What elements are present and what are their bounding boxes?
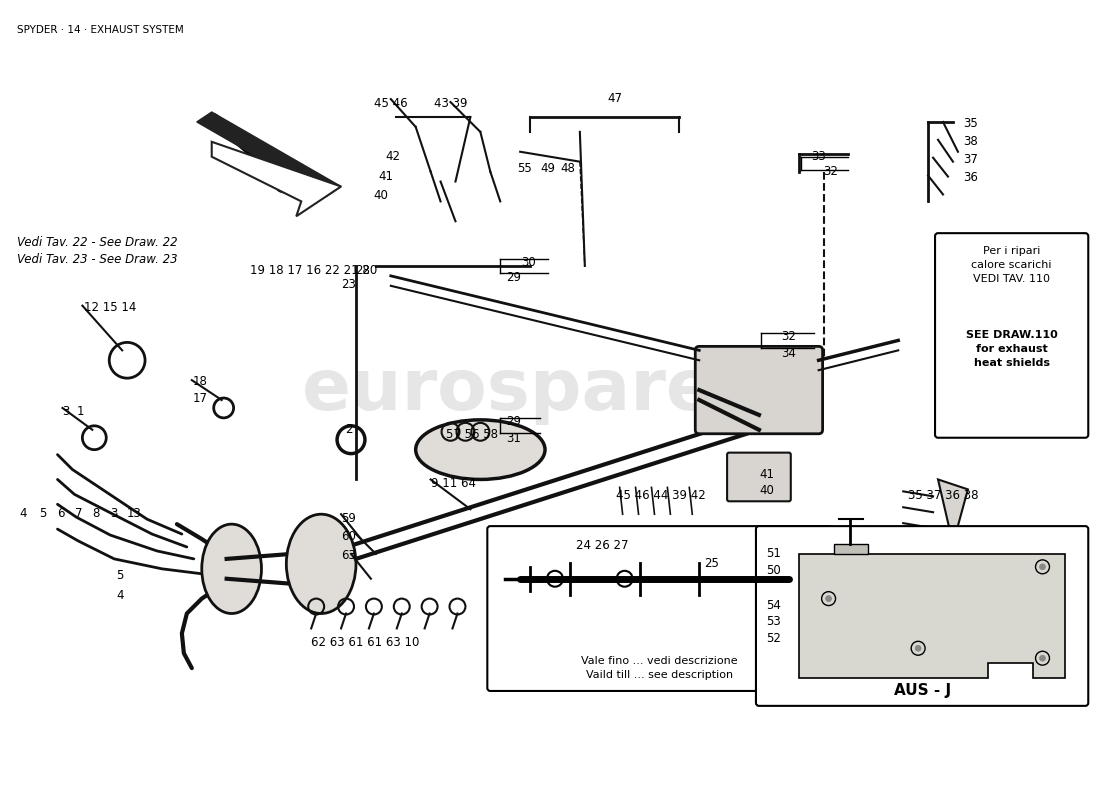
Text: 53: 53: [767, 615, 781, 629]
Text: 31: 31: [506, 432, 520, 445]
Text: eurospares: eurospares: [301, 355, 759, 425]
Text: 25: 25: [704, 557, 718, 570]
Text: 60: 60: [342, 530, 356, 543]
FancyBboxPatch shape: [935, 233, 1088, 438]
Text: 63: 63: [342, 549, 356, 562]
Polygon shape: [834, 544, 868, 554]
Text: AUS - J: AUS - J: [893, 683, 950, 698]
Text: 2: 2: [345, 423, 353, 436]
Circle shape: [1040, 564, 1045, 570]
Text: 29: 29: [506, 271, 520, 284]
Text: 41: 41: [759, 467, 774, 481]
Text: 52: 52: [767, 632, 781, 646]
Text: 54: 54: [767, 598, 781, 612]
Text: 40: 40: [373, 190, 388, 202]
Text: 1: 1: [77, 405, 84, 418]
Text: SPYDER · 14 · EXHAUST SYSTEM: SPYDER · 14 · EXHAUST SYSTEM: [16, 25, 184, 34]
Text: 4: 4: [19, 507, 26, 520]
Text: 45 46 44 39 42: 45 46 44 39 42: [616, 490, 705, 502]
Text: 23: 23: [342, 278, 356, 291]
Text: 51: 51: [767, 547, 781, 560]
Text: 5: 5: [39, 507, 46, 520]
Text: 34: 34: [781, 347, 796, 360]
Text: 62 63 61 61 63 10: 62 63 61 61 63 10: [311, 636, 419, 650]
Text: 9 11 64: 9 11 64: [430, 478, 475, 490]
Ellipse shape: [286, 514, 356, 614]
Polygon shape: [197, 112, 341, 197]
Text: 17: 17: [192, 392, 207, 405]
Circle shape: [826, 596, 832, 602]
Text: Per i ripari
calore scarichi
VEDI TAV. 110: Per i ripari calore scarichi VEDI TAV. 1…: [971, 246, 1052, 284]
Text: 36: 36: [962, 170, 978, 184]
Text: 32: 32: [781, 330, 796, 343]
Text: 43 39: 43 39: [433, 97, 468, 110]
Ellipse shape: [416, 420, 544, 479]
Text: 38: 38: [962, 135, 978, 148]
Text: 13: 13: [126, 507, 142, 520]
Text: 12 15 14: 12 15 14: [85, 301, 136, 314]
Text: 37: 37: [962, 153, 978, 166]
Polygon shape: [938, 479, 968, 544]
Text: 3: 3: [62, 405, 69, 418]
Text: Vale fino ... vedi descrizione
Vaild till ... see description: Vale fino ... vedi descrizione Vaild til…: [581, 656, 738, 680]
Text: 40: 40: [759, 485, 774, 498]
Text: 57 56 58: 57 56 58: [446, 428, 497, 441]
Text: 6: 6: [57, 507, 64, 520]
Text: 35: 35: [962, 117, 978, 130]
Text: 48: 48: [561, 162, 575, 174]
Polygon shape: [211, 142, 341, 216]
Text: 30: 30: [520, 256, 536, 269]
Text: 19 18 17 16 22 21 20: 19 18 17 16 22 21 20: [250, 264, 377, 277]
Polygon shape: [799, 554, 1066, 678]
FancyBboxPatch shape: [695, 346, 823, 434]
Text: 24 26 27: 24 26 27: [576, 539, 628, 552]
Text: 3: 3: [110, 507, 118, 520]
Text: 55: 55: [517, 162, 531, 174]
Text: 49: 49: [540, 162, 556, 174]
Text: 45 46: 45 46: [374, 97, 408, 110]
Text: Vedi Tav. 22 - See Draw. 22: Vedi Tav. 22 - See Draw. 22: [16, 236, 177, 249]
Text: 29: 29: [506, 415, 520, 428]
Text: 28: 28: [355, 264, 371, 277]
Text: 7: 7: [75, 507, 82, 520]
Text: SEE DRAW.110
for exhaust
heat shields: SEE DRAW.110 for exhaust heat shields: [966, 330, 1057, 369]
Text: 4: 4: [117, 589, 124, 602]
Text: 50: 50: [767, 564, 781, 577]
Text: Vedi Tav. 23 - See Draw. 23: Vedi Tav. 23 - See Draw. 23: [16, 253, 177, 266]
Text: 47: 47: [607, 92, 623, 105]
Circle shape: [1040, 655, 1045, 661]
Text: 32: 32: [823, 165, 838, 178]
FancyBboxPatch shape: [727, 453, 791, 502]
Text: 18: 18: [192, 375, 207, 388]
Text: 8: 8: [92, 507, 100, 520]
Ellipse shape: [201, 524, 262, 614]
Text: 5: 5: [117, 569, 124, 582]
Text: 59: 59: [342, 512, 356, 526]
Text: 35 37 36 38: 35 37 36 38: [909, 490, 979, 502]
Text: 41: 41: [378, 170, 394, 182]
FancyBboxPatch shape: [756, 526, 1088, 706]
Circle shape: [915, 646, 921, 651]
Text: 33: 33: [812, 150, 826, 162]
Text: 42: 42: [385, 150, 400, 162]
FancyBboxPatch shape: [487, 526, 832, 691]
